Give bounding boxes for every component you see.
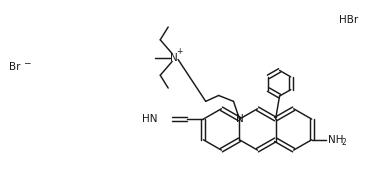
Text: −: − — [23, 58, 31, 67]
Text: N: N — [235, 114, 243, 124]
Text: HBr: HBr — [339, 15, 358, 25]
Text: NH: NH — [328, 135, 343, 145]
Text: 2: 2 — [342, 138, 346, 147]
Text: N: N — [170, 53, 178, 63]
Text: HN: HN — [142, 114, 158, 124]
Text: +: + — [176, 47, 182, 56]
Text: Br: Br — [9, 62, 21, 72]
